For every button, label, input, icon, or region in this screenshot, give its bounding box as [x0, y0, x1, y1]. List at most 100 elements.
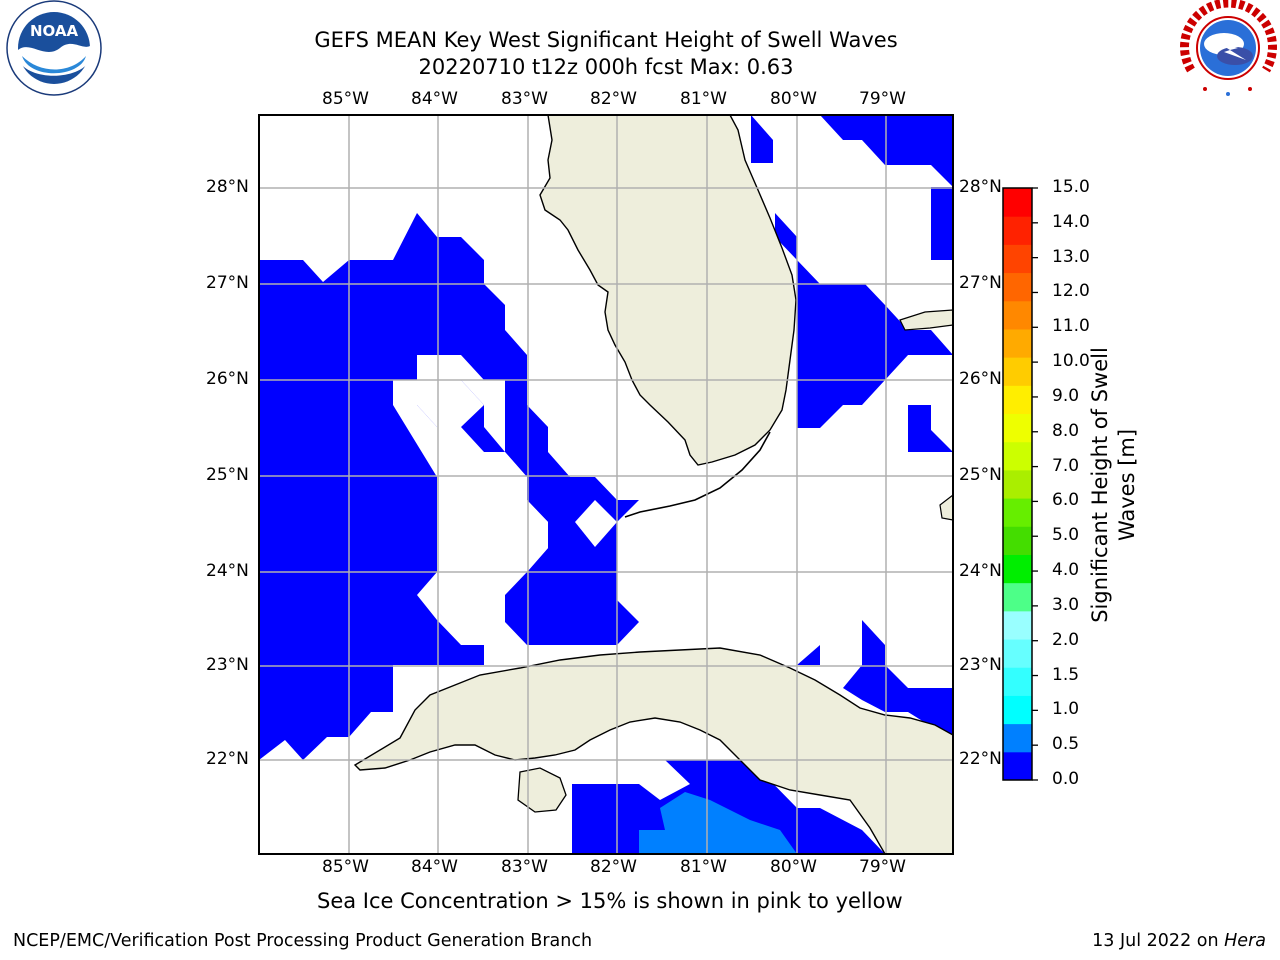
lat-label: 27°N	[959, 273, 1002, 293]
colorbar-swatch	[1003, 216, 1032, 245]
colorbar-swatch	[1003, 667, 1032, 696]
lat-label: 28°N	[959, 177, 1002, 197]
swell-field-se	[843, 620, 953, 740]
lon-label: 80°W	[770, 89, 817, 109]
colorbar-tick-label: 0.5	[1052, 734, 1080, 755]
lat-label: 26°N	[959, 369, 1002, 389]
swell-field-east	[797, 260, 953, 428]
lon-label: 83°W	[501, 89, 548, 109]
noaa-logo-text: NOAA	[30, 22, 79, 40]
swell-field-0.5-1.0	[639, 792, 797, 854]
lon-label: 81°W	[680, 89, 727, 109]
colorbar-swatch	[1003, 413, 1032, 443]
swell-field-hole-3	[437, 452, 548, 572]
swell-field-east-2	[908, 405, 953, 452]
map-frame	[258, 114, 954, 855]
lat-label: 28°N	[206, 177, 249, 197]
swell-field-ne-4	[775, 213, 797, 260]
colorbar-swatch	[1003, 385, 1032, 415]
land-cuba	[353, 647, 953, 854]
land-bahamas-north	[899, 309, 953, 331]
colorbar-swatch	[1003, 695, 1032, 725]
colorbar-label-line1: Significant Height of Swell	[1088, 347, 1112, 623]
footer-host: Hera	[1224, 931, 1266, 951]
colorbar-swatch	[1003, 469, 1032, 499]
colorbar-tick-label: 9.0	[1052, 385, 1080, 406]
colorbar-tick-label: 1.5	[1052, 664, 1080, 685]
land-bahamas-andros	[939, 494, 953, 521]
colorbar-tick-label: 0.0	[1052, 769, 1080, 789]
lat-label: 24°N	[206, 561, 249, 581]
lat-label: 25°N	[959, 465, 1002, 485]
swell-field-ne-2	[931, 187, 953, 260]
colorbar-swatch	[1003, 244, 1032, 274]
lon-label: 84°W	[411, 857, 458, 877]
lat-label: 26°N	[206, 369, 249, 389]
colorbar-tick-label: 8.0	[1052, 420, 1080, 441]
colorbar-swatch	[1003, 441, 1032, 471]
chart-subtitle: 20220710 t12z 000h fcst Max: 0.63	[418, 55, 794, 79]
colorbar-tick-label: 3.0	[1052, 594, 1080, 615]
map-gridlines	[259, 115, 953, 854]
colorbar-swatch	[1003, 639, 1032, 668]
lon-label: 81°W	[680, 857, 727, 877]
lat-label: 22°N	[959, 749, 1002, 769]
lon-label: 85°W	[322, 89, 369, 109]
colorbar-swatch	[1003, 328, 1032, 358]
colorbar-tick-label: 10.0	[1052, 351, 1090, 372]
colorbar-tick-label: 15.0	[1052, 177, 1090, 197]
lat-label: 24°N	[959, 561, 1002, 581]
colorbar-swatch	[1003, 357, 1032, 386]
colorbar-swatch	[1003, 498, 1032, 527]
swell-field-hole-1	[417, 358, 484, 427]
lon-label: 85°W	[322, 857, 369, 877]
colorbar-swatch	[1003, 188, 1032, 217]
footer-date-text: 13 Jul 2022 on	[1092, 931, 1219, 951]
swell-field-hole-2	[575, 500, 617, 547]
colorbar-tick-label: 4.0	[1052, 560, 1080, 581]
lon-label: 80°W	[770, 857, 817, 877]
colorbar-tick-label: 5.0	[1052, 525, 1080, 546]
lon-label: 79°W	[859, 857, 906, 877]
footer-date: 13 Jul 2022 on Hera	[1092, 931, 1266, 951]
chart-title: GEFS MEAN Key West Significant Height of…	[314, 28, 898, 52]
colorbar-tick-label: 7.0	[1052, 455, 1080, 476]
colorbar-swatch	[1003, 526, 1032, 555]
colorbar-tick-label: 6.0	[1052, 490, 1080, 511]
lon-label: 79°W	[859, 89, 906, 109]
lon-label: 82°W	[590, 857, 637, 877]
colorbar-swatch	[1003, 554, 1032, 584]
lon-label: 83°W	[501, 857, 548, 877]
colorbar-swatch	[1003, 751, 1032, 781]
sea-ice-note: Sea Ice Concentration > 15% is shown in …	[317, 889, 903, 913]
colorbar-swatch	[1003, 610, 1032, 640]
nws-logo	[1180, 0, 1277, 96]
colorbar-tick-label: 2.0	[1052, 629, 1080, 650]
lat-label: 22°N	[206, 749, 249, 769]
swell-field-se-2	[797, 645, 820, 665]
lat-label: 25°N	[206, 465, 249, 485]
colorbar-swatch	[1003, 582, 1032, 612]
colorbar-swatch	[1003, 723, 1032, 753]
swell-field-ne-3	[751, 115, 773, 163]
lon-label: 84°W	[411, 89, 458, 109]
map-area	[259, 115, 953, 854]
colorbar-label-line2: Waves [m]	[1115, 428, 1139, 542]
colorbar-tick-label: 1.0	[1052, 699, 1080, 720]
swell-field-west	[259, 213, 639, 760]
lon-label: 82°W	[590, 89, 637, 109]
lat-label: 23°N	[959, 655, 1002, 675]
colorbar	[1002, 187, 1038, 781]
colorbar-tick-label: 14.0	[1052, 211, 1090, 232]
lat-label: 23°N	[206, 655, 249, 675]
colorbar-tick-label: 11.0	[1052, 316, 1090, 337]
noaa-logo: NOAA	[6, 0, 102, 96]
colorbar-swatch	[1003, 272, 1032, 302]
land-isla-juventud	[517, 767, 567, 813]
colorbar-swatch	[1003, 300, 1032, 330]
colorbar-frame	[1002, 187, 1033, 781]
land-florida	[539, 115, 797, 466]
lat-label: 27°N	[206, 273, 249, 293]
colorbar-tick-label: 12.0	[1052, 281, 1090, 302]
